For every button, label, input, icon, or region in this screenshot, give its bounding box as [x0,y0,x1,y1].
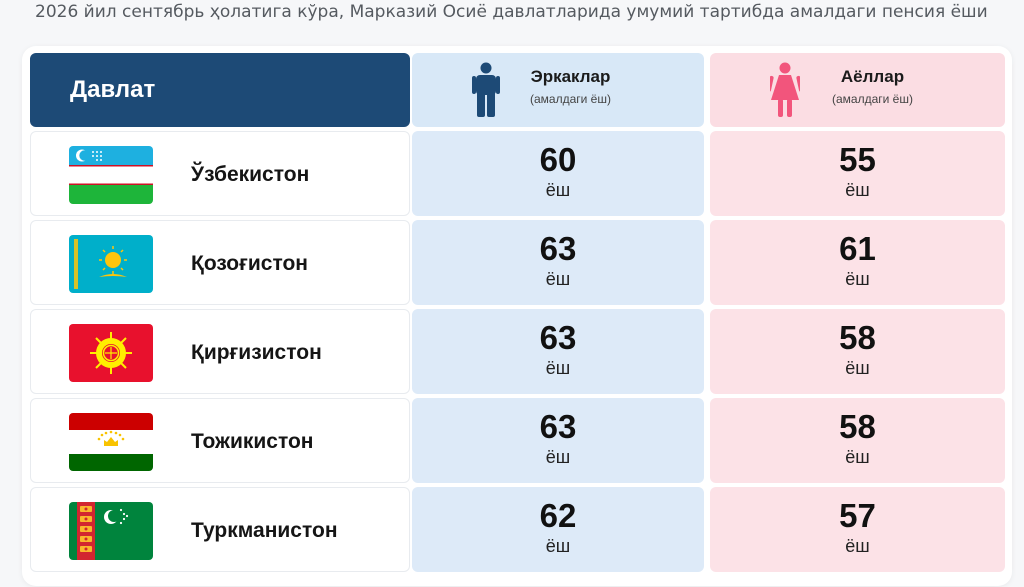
unit-label: ёш [545,358,571,378]
men-age-cell: 63 ёш [412,220,704,305]
women-age-value: 55 [839,141,876,178]
unit-label: ёш [845,447,870,467]
women-age-cell: 55 ёш [710,131,1005,216]
unit-label: ёш [845,536,870,556]
country-name: Қирғизистон [191,340,322,364]
unit-label: ёш [545,447,571,467]
men-age-value: 62 [539,497,577,534]
unit-label: ёш [845,358,870,378]
tajikistan-flag-icon [69,413,153,471]
table-row-country: Ўзбекистон [30,131,410,216]
women-age-value: 58 [839,319,876,356]
women-age-value: 58 [839,408,876,445]
kyrgyzstan-flag-icon [69,324,153,382]
unit-label: ёш [845,180,870,200]
women-age-cell: 57 ёш [710,487,1005,572]
country-name: Қозоғистон [191,251,308,275]
men-age-cell: 62 ёш [412,487,704,572]
man-icon [472,62,500,122]
column-header-country-label: Давлат [70,76,156,103]
unit-label: ёш [545,536,571,556]
column-header-women-sub: (амалдаги ёш) [832,92,913,106]
women-age-value: 61 [839,230,876,267]
women-age-cell: 61 ёш [710,220,1005,305]
table-row-country: Қирғизистон [30,309,410,394]
table-row-country: Тожикистон [30,398,410,483]
unit-label: ёш [545,180,571,200]
men-age-cell: 60 ёш [412,131,704,216]
table-row-country: Туркманистон [30,487,410,572]
column-header-men: Эркаклар (амалдаги ёш) [412,53,704,127]
unit-label: ёш [845,269,870,289]
column-header-women: Аёллар (амалдаги ёш) [710,53,1005,127]
country-name: Туркманистон [191,518,338,542]
turkmenistan-flag-icon [69,502,153,560]
country-name: Тожикистон [191,429,314,453]
women-age-cell: 58 ёш [710,309,1005,394]
column-header-women-title: Аёллар [840,67,905,86]
women-age-value: 57 [839,497,876,534]
men-age-cell: 63 ёш [412,309,704,394]
men-age-value: 63 [539,408,577,445]
kazakhstan-flag-icon [69,235,153,293]
column-header-men-sub: (амалдаги ёш) [530,92,611,106]
woman-icon [767,62,803,122]
men-age-value: 60 [539,141,577,178]
women-age-cell: 58 ёш [710,398,1005,483]
unit-label: ёш [545,269,571,289]
men-age-value: 63 [539,230,577,267]
uzbekistan-flag-icon [69,146,153,204]
men-age-value: 63 [539,319,577,356]
column-header-men-title: Эркаклар [530,67,611,86]
column-header-country: Давлат [30,53,410,127]
country-name: Ўзбекистон [191,162,310,186]
men-age-cell: 63 ёш [412,398,704,483]
page-title: 2026 йил сентябрь ҳолатига кўра, Маркази… [35,2,988,22]
table-row-country: Қозоғистон [30,220,410,305]
